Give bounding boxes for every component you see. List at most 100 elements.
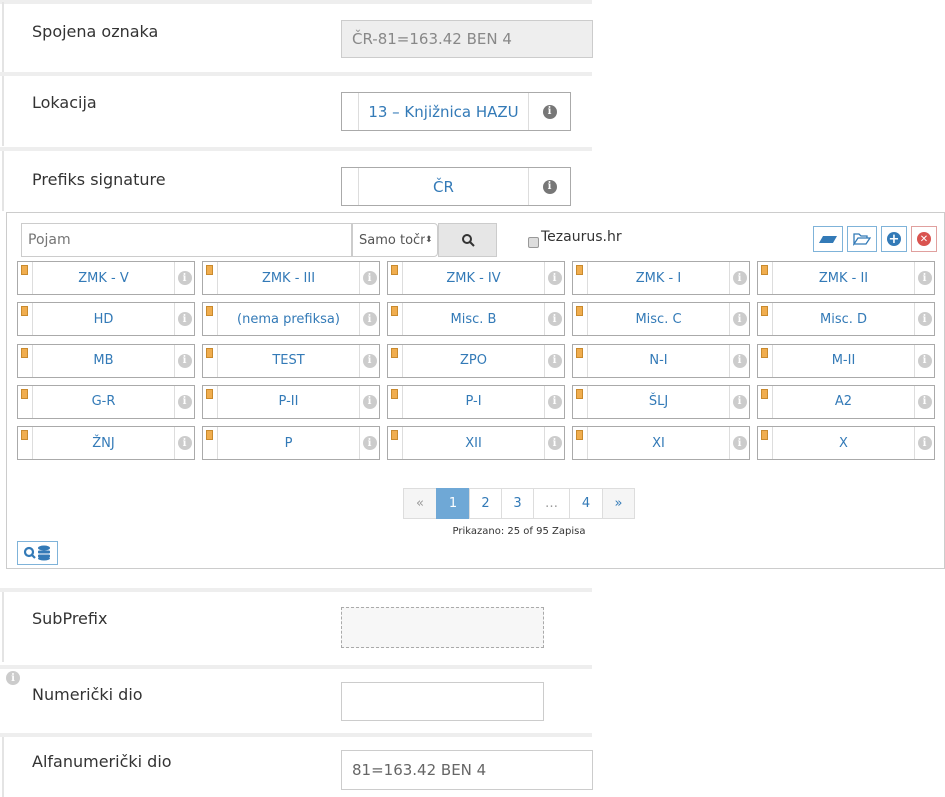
prefix-option-label[interactable]: ŽNJ [92,435,115,451]
prefix-option-label[interactable]: MB [93,353,114,369]
prefix-option-label[interactable]: ŠLJ [648,394,669,410]
prefix-option[interactable]: HD i [17,302,195,337]
prefix-option[interactable]: ZMK - II i [757,261,935,295]
prefix-picker[interactable]: ČR i [341,167,571,206]
prefix-option[interactable]: TEST i [202,343,380,378]
prefix-option[interactable]: ZMK - IV i [387,261,565,295]
prefix-option-label[interactable]: G-R [91,394,116,410]
prefix-option-label[interactable]: ZMK - V [78,270,129,286]
prefix-option[interactable]: ZPO i [387,343,565,378]
prefix-option[interactable]: ŠLJ i [572,384,750,419]
prefix-option-label[interactable]: P [284,435,293,451]
info-icon[interactable]: i [362,436,377,451]
prefix-option-label[interactable]: XI [652,435,665,451]
prefix-option[interactable]: (nema prefiksa) i [202,302,380,337]
prefix-option-label[interactable]: HD [93,311,114,327]
prefix-option[interactable]: MB i [17,343,195,378]
prefix-option-label[interactable]: ZMK - III [261,270,316,286]
search-input[interactable] [21,223,352,257]
prefix-option-label[interactable]: XII [465,435,482,451]
prefix-option[interactable]: M-II i [757,343,935,378]
info-icon[interactable]: i [917,312,932,327]
info-icon[interactable]: i [177,312,192,327]
prefix-option[interactable]: Misc. B i [387,302,565,337]
prefix-option-label[interactable]: Misc. D [819,311,868,327]
prefix-option[interactable]: ŽNJ i [17,426,195,461]
prefix-option[interactable]: ZMK - V i [17,261,195,295]
prefix-option-label[interactable]: P-II [278,394,299,410]
prefix-option[interactable]: ZMK - I i [572,261,750,295]
info-icon[interactable]: i [177,353,192,368]
prefix-option[interactable]: Misc. D i [757,302,935,337]
prefix-option-label[interactable]: N-I [649,353,668,369]
location-value[interactable]: 13 – Knjižnica HAZU [368,102,519,121]
info-icon[interactable]: i [917,271,932,285]
info-icon[interactable]: i [542,179,557,194]
info-icon[interactable]: i [917,353,932,368]
prefix-value[interactable]: ČR [433,177,454,196]
search-button[interactable] [438,223,497,257]
prefix-option-label[interactable]: (nema prefiksa) [237,311,340,327]
prefix-option[interactable]: XI i [572,426,750,461]
numeric-input[interactable] [341,682,544,721]
info-icon[interactable]: i [547,353,562,368]
info-icon[interactable]: i [547,271,562,285]
prefix-option[interactable]: G-R i [17,384,195,419]
info-icon[interactable]: i [6,671,20,685]
prefix-option[interactable]: ZMK - III i [202,261,380,295]
info-icon[interactable]: i [732,312,747,327]
info-icon[interactable]: i [732,436,747,451]
info-icon[interactable]: i [732,394,747,409]
thesaurus-checkbox[interactable] [528,237,539,248]
subprefix-dropzone[interactable] [341,607,544,648]
info-icon[interactable]: i [547,436,562,451]
page-2[interactable]: 2 [469,488,502,519]
alnum-input[interactable]: 81=163.42 BEN 4 [341,750,593,790]
prefix-option-label[interactable]: A2 [834,394,853,410]
prefix-option-label[interactable]: X [839,435,848,451]
info-icon[interactable]: i [547,312,562,327]
info-icon[interactable]: i [362,312,377,327]
info-icon[interactable]: i [917,436,932,451]
info-icon[interactable]: i [917,394,932,409]
info-icon[interactable]: i [177,436,192,451]
prefix-option[interactable]: P-I i [387,384,565,419]
match-select[interactable]: Samo točna⬍ [352,223,438,257]
advanced-search-button[interactable] [17,541,58,565]
location-picker[interactable]: 13 – Knjižnica HAZU i [341,92,571,131]
prefix-option[interactable]: N-I i [572,343,750,378]
info-icon[interactable]: i [732,353,747,368]
page-1[interactable]: 1 [436,488,470,519]
page-next[interactable]: » [602,488,635,519]
info-icon[interactable]: i [732,271,747,285]
prefix-option-label[interactable]: TEST [272,353,305,369]
prefix-option-label[interactable]: ZMK - I [635,270,682,286]
info-icon[interactable]: i [177,394,192,409]
clear-button[interactable] [813,226,843,252]
info-icon[interactable]: i [362,353,377,368]
close-button[interactable]: ✕ [911,226,937,252]
prefix-option-label[interactable]: ZMK - IV [446,270,501,286]
prefix-option-label[interactable]: ZPO [460,353,487,369]
open-button[interactable] [847,226,877,252]
prefix-option-label[interactable]: P-I [465,394,482,410]
info-icon[interactable]: i [177,271,192,285]
info-icon[interactable]: i [542,104,557,119]
info-icon[interactable]: i [362,394,377,409]
prefix-option[interactable]: Misc. C i [572,302,750,337]
prefix-option-label[interactable]: Misc. C [635,311,682,327]
info-icon[interactable]: i [362,271,377,285]
page-3[interactable]: 3 [501,488,534,519]
prefix-option-label[interactable]: ZMK - II [818,270,869,286]
prefix-option-label[interactable]: M-II [831,353,856,369]
add-button[interactable]: + [881,226,907,252]
prefix-option[interactable]: A2 i [757,384,935,419]
prefix-option[interactable]: P-II i [202,384,380,419]
page-4[interactable]: 4 [569,488,603,519]
info-icon[interactable]: i [547,394,562,409]
prefix-option[interactable]: XII i [387,426,565,461]
prefix-option-label[interactable]: Misc. B [450,311,497,327]
page-prev[interactable]: « [403,488,437,519]
